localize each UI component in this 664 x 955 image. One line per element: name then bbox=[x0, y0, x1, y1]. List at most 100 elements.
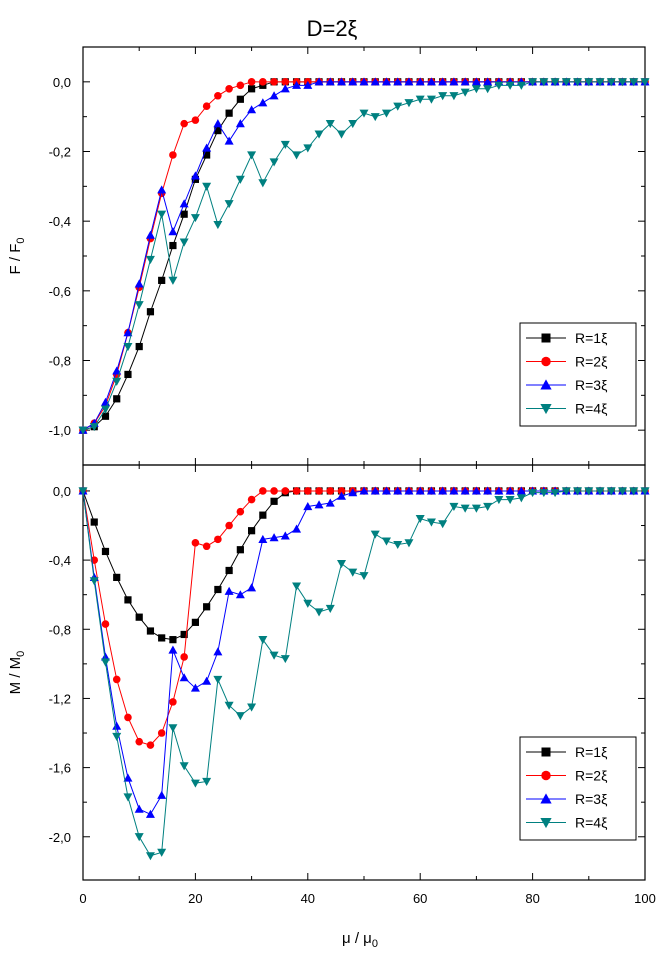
data-point bbox=[359, 486, 369, 495]
data-point bbox=[426, 518, 436, 527]
data-point bbox=[124, 596, 132, 604]
data-point bbox=[135, 613, 143, 621]
data-point bbox=[483, 77, 493, 86]
data-point bbox=[381, 77, 391, 86]
data-point bbox=[505, 495, 515, 505]
data-point bbox=[640, 78, 650, 87]
data-point bbox=[225, 521, 233, 530]
data-point bbox=[112, 377, 122, 386]
data-point bbox=[191, 618, 199, 626]
legend-marker bbox=[540, 404, 552, 415]
data-point bbox=[179, 199, 189, 208]
data-point bbox=[134, 301, 144, 310]
data-point bbox=[214, 585, 222, 594]
data-point bbox=[426, 77, 436, 86]
data-point bbox=[303, 144, 313, 153]
y-axis-label: M / M0 bbox=[7, 651, 27, 695]
data-point bbox=[213, 221, 223, 230]
legend-marker bbox=[541, 770, 551, 781]
data-point bbox=[584, 487, 594, 496]
y-axis-label-subscript: 0 bbox=[15, 238, 27, 244]
data-point bbox=[348, 488, 358, 497]
legend-label: R=1ξ bbox=[575, 330, 607, 346]
data-point bbox=[158, 276, 166, 284]
data-point bbox=[629, 78, 639, 87]
data-point bbox=[393, 77, 403, 86]
data-point bbox=[203, 603, 211, 611]
data-point bbox=[438, 92, 448, 101]
series-4 bbox=[78, 487, 650, 861]
data-point bbox=[214, 127, 222, 135]
legend-entry: R=1ξ bbox=[526, 330, 607, 346]
data-point bbox=[471, 85, 481, 94]
data-point bbox=[157, 210, 167, 219]
data-point bbox=[393, 540, 403, 550]
data-point bbox=[145, 255, 155, 264]
data-point bbox=[259, 78, 267, 86]
data-point bbox=[89, 577, 99, 586]
data-point bbox=[202, 102, 211, 110]
data-point bbox=[539, 489, 549, 498]
data-point bbox=[134, 804, 144, 813]
data-point bbox=[157, 729, 166, 737]
data-point bbox=[145, 852, 155, 861]
data-point bbox=[404, 539, 414, 548]
series-1 bbox=[79, 487, 649, 644]
data-point bbox=[214, 91, 222, 100]
data-point bbox=[112, 366, 122, 375]
x-tick-label: 0 bbox=[79, 891, 86, 906]
data-point bbox=[539, 78, 549, 87]
data-point bbox=[460, 486, 470, 495]
legend-entry: R=2ξ bbox=[526, 354, 607, 370]
data-point bbox=[449, 486, 459, 495]
legend-label: R=3ξ bbox=[575, 791, 607, 807]
data-point bbox=[314, 608, 324, 617]
data-point bbox=[393, 102, 403, 111]
legend-entry: R=1ξ bbox=[526, 744, 607, 760]
data-point bbox=[471, 486, 481, 495]
data-point bbox=[247, 703, 257, 712]
data-point bbox=[236, 507, 245, 516]
legend-entry: R=3ξ bbox=[526, 791, 607, 807]
data-point bbox=[180, 210, 188, 218]
data-point bbox=[169, 636, 177, 644]
y-tick-label: -1,0 bbox=[49, 423, 71, 438]
data-point bbox=[258, 179, 268, 188]
data-point bbox=[449, 92, 459, 101]
data-point bbox=[449, 77, 459, 86]
data-point bbox=[516, 494, 526, 503]
data-point bbox=[314, 77, 324, 86]
data-point bbox=[134, 279, 144, 288]
x-axis: 0 20 40 60 80 100 bbox=[79, 891, 655, 906]
data-point bbox=[359, 572, 369, 581]
moment-panel: 0,0 -0,4 -0,8 -1,2 -1,6 -2,0 M / M0 R=1ξ R=2ξ R=3… bbox=[7, 464, 650, 881]
data-point bbox=[415, 486, 425, 495]
data-point bbox=[618, 487, 628, 496]
data-point bbox=[112, 721, 122, 730]
data-point bbox=[101, 620, 110, 628]
data-point bbox=[370, 486, 380, 495]
data-point bbox=[404, 486, 414, 495]
data-point bbox=[359, 77, 369, 86]
data-point bbox=[113, 395, 121, 403]
data-point bbox=[145, 230, 155, 239]
data-point bbox=[315, 487, 323, 495]
data-point bbox=[337, 559, 347, 569]
data-point bbox=[145, 809, 155, 818]
data-point bbox=[303, 80, 313, 89]
data-point bbox=[269, 651, 279, 660]
data-point bbox=[78, 487, 88, 496]
data-point bbox=[573, 487, 583, 496]
data-point bbox=[325, 604, 335, 614]
data-point bbox=[235, 119, 245, 128]
data-point bbox=[505, 81, 515, 90]
data-point bbox=[304, 487, 312, 495]
data-point bbox=[471, 504, 481, 513]
data-point bbox=[337, 130, 347, 139]
data-point bbox=[325, 498, 335, 507]
legend-entry: R=4ξ bbox=[526, 815, 607, 831]
y-axis-label-main: M / M bbox=[7, 657, 24, 695]
data-point bbox=[325, 120, 335, 129]
data-point bbox=[247, 495, 256, 504]
